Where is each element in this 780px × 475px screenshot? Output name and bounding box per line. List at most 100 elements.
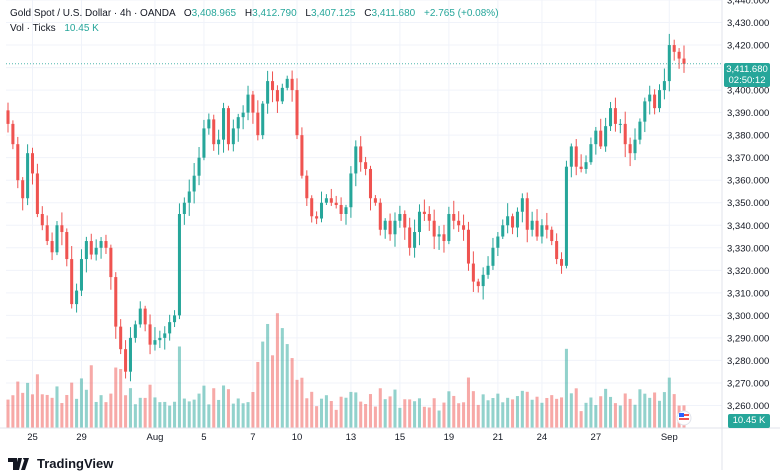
volume-bar: [75, 398, 79, 428]
y-tick-label: 3,380.000: [727, 131, 769, 142]
candle-body: [21, 180, 25, 199]
candle-body: [427, 214, 431, 221]
open-label: O: [183, 8, 192, 19]
candle-body: [50, 241, 54, 253]
volume-bar: [476, 404, 480, 428]
volume-bar: [604, 388, 608, 428]
candle-body: [246, 94, 250, 113]
candle-body: [94, 247, 98, 255]
last-price-value: 3,411.680: [726, 64, 768, 75]
low-value: 3,407.125: [310, 8, 356, 19]
candle-body: [515, 211, 519, 228]
volume-bar: [540, 402, 544, 428]
candle-body: [628, 144, 632, 154]
volume-bar: [192, 399, 196, 428]
candle-body: [682, 58, 686, 64]
candle-body: [496, 236, 500, 248]
candle-body: [133, 324, 137, 338]
volume-bar: [555, 398, 559, 428]
candle-body: [359, 146, 363, 163]
volume-bar: [280, 328, 284, 428]
candle-body: [525, 198, 529, 230]
candle-body: [584, 162, 588, 169]
volume-bar: [124, 395, 128, 428]
x-tick-label: 15: [395, 432, 406, 443]
volume-bar: [437, 410, 441, 428]
volume-bar: [638, 389, 642, 428]
volume-bar: [182, 398, 186, 428]
tradingview-logo[interactable]: TradingView: [8, 456, 113, 471]
volume-bar: [432, 398, 436, 428]
y-tick-label: 3,330.000: [727, 243, 769, 254]
volume-bar: [310, 391, 314, 428]
volume-bar: [158, 402, 162, 428]
volume-bar: [231, 403, 235, 428]
symbol-title[interactable]: Gold Spot / U.S. Dollar · 4h · OANDA: [10, 8, 176, 19]
y-tick-label: 3,350.000: [727, 198, 769, 209]
candle-body: [60, 225, 64, 233]
candle-body: [476, 281, 480, 287]
volume-bar: [187, 401, 191, 428]
volume-bar: [368, 394, 373, 428]
candle-body: [119, 326, 123, 350]
volume-bar: [672, 394, 676, 428]
candle-body: [564, 166, 568, 266]
candle-body: [452, 214, 456, 221]
candle-body: [104, 241, 108, 248]
volume-bar: [447, 391, 451, 428]
candle-body: [378, 202, 382, 230]
volume-bar: [6, 399, 10, 428]
volume-bar: [417, 398, 421, 428]
candle-body: [491, 247, 495, 266]
volume-bar: [119, 369, 123, 428]
volume-bar: [266, 323, 270, 428]
candle-body: [202, 128, 206, 158]
volume-bar: [579, 411, 583, 428]
volume-bar: [319, 398, 324, 428]
volume-bar: [466, 377, 470, 428]
y-tick-label: 3,440.000: [727, 0, 769, 7]
volume-bar: [222, 385, 226, 428]
volume-bar: [457, 403, 461, 428]
volume-bar: [657, 400, 662, 428]
candle-body: [545, 225, 549, 230]
candle-body: [677, 51, 681, 59]
candle-body: [457, 220, 461, 226]
volume-bar: [398, 407, 402, 428]
volume-bar: [349, 391, 353, 428]
legend: Gold Spot / U.S. Dollar · 4h · OANDA O 3,…: [10, 6, 499, 36]
volume-bar: [442, 402, 446, 428]
volume-bar: [364, 404, 368, 428]
candle-body: [417, 211, 421, 233]
x-tick-label: 7: [250, 432, 255, 443]
candle-body: [26, 153, 30, 199]
candle-body: [89, 241, 93, 255]
candle-body: [319, 202, 324, 219]
volume-bar: [403, 399, 407, 428]
volume-bar: [226, 389, 230, 428]
brand-name: TradingView: [37, 456, 114, 471]
volume-label[interactable]: Vol · Ticks: [10, 23, 56, 34]
volume-bar: [256, 361, 260, 428]
candle-body: [163, 333, 167, 338]
volume-value: 10.45 K: [64, 23, 99, 34]
volume-bar: [202, 385, 206, 428]
volume-bar: [462, 402, 466, 428]
candle-body: [45, 225, 49, 242]
candle-body: [403, 214, 407, 228]
candle-body: [466, 229, 470, 264]
y-tick-label: 3,280.000: [727, 356, 769, 367]
volume-bar: [359, 401, 363, 428]
volume-bar: [173, 401, 177, 428]
candle-body: [35, 173, 39, 214]
candle-body: [408, 227, 412, 248]
candle-body: [65, 232, 69, 260]
candle-body: [501, 225, 505, 237]
x-tick-label: 29: [76, 432, 87, 443]
candle-body: [11, 123, 15, 145]
candle-body: [486, 265, 490, 275]
volume-bar: [89, 365, 93, 428]
candle-body: [124, 349, 128, 372]
